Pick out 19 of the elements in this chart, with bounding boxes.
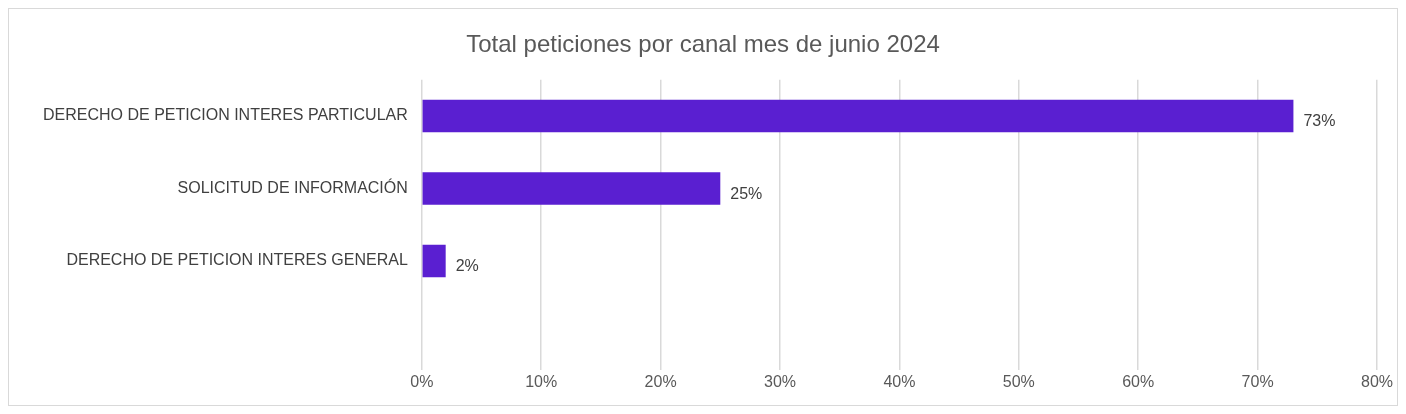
data-label: 25% [730, 184, 763, 202]
y-tick-label: DERECHO DE PETICION INTERES GENERAL [66, 251, 408, 269]
data-label: 73% [1303, 112, 1336, 130]
x-tick-label: 70% [1241, 372, 1274, 390]
x-tick-label: 0% [410, 372, 434, 390]
bar [422, 99, 1294, 133]
bar [422, 244, 446, 278]
x-tick-label: 60% [1122, 372, 1155, 390]
x-tick-label: 10% [525, 372, 558, 390]
x-tick-label: 20% [644, 372, 677, 390]
chart-title: Total peticiones por canal mes de junio 2024 [466, 30, 940, 58]
bar [422, 172, 721, 205]
x-tick-label: 80% [1360, 372, 1394, 390]
x-tick-label: 40% [883, 372, 916, 390]
y-tick-label: SOLICITUD DE INFORMACIÓN [177, 177, 408, 196]
x-tick-label: 50% [1002, 372, 1035, 390]
x-tick-label: 30% [763, 372, 797, 390]
y-tick-label: DERECHO DE PETICION INTERES PARTICULAR [43, 106, 408, 124]
data-label: 2% [455, 257, 479, 275]
